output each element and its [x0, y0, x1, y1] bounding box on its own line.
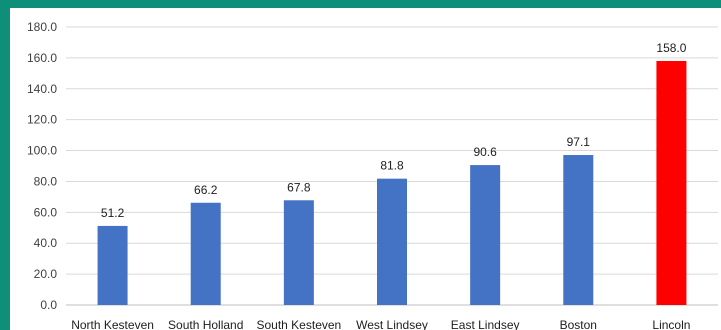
- y-tick-label: 140.0: [27, 82, 57, 96]
- data-label: 90.6: [473, 145, 497, 159]
- x-tick-label: South Kesteven: [256, 318, 341, 330]
- x-tick-label: North Kesteven: [71, 318, 154, 330]
- y-tick-label: 120.0: [27, 113, 57, 127]
- y-tick-label: 100.0: [27, 144, 57, 158]
- x-axis-labels: North Kesteven South Holland South Kesteve…: [71, 318, 690, 330]
- data-label: 97.1: [567, 135, 591, 149]
- bar: [563, 155, 594, 305]
- bar: [283, 200, 314, 305]
- x-tick-label: West Lindsey: [356, 318, 428, 330]
- bar: [97, 225, 128, 305]
- y-tick-label: 180.0: [27, 20, 57, 34]
- x-tick-label: South Holland: [168, 318, 243, 330]
- bar: [470, 165, 501, 305]
- bar: [190, 202, 221, 305]
- x-tick-label: Lincoln: [652, 318, 690, 330]
- x-tick-label: East Lindsey: [451, 318, 520, 330]
- y-tick-label: 80.0: [34, 174, 58, 188]
- y-tick-label: 20.0: [34, 267, 58, 281]
- y-tick-label: 40.0: [34, 236, 58, 250]
- bar-chart: 0.0 20.0 40.0 60.0 80.0 100.0 120.0 140.0 160.0 1…: [27, 20, 718, 330]
- bar: [656, 60, 687, 305]
- y-tick-label: 160.0: [27, 51, 57, 65]
- y-axis-ticks: 0.0 20.0 40.0 60.0 80.0 100.0 120.0 140.0 160.0 1…: [27, 20, 57, 312]
- bar: [377, 178, 407, 305]
- data-label: 81.8: [380, 159, 404, 173]
- y-tick-label: 0.0: [40, 298, 57, 312]
- data-label: 67.8: [287, 180, 311, 194]
- x-tick-label: Boston: [560, 318, 597, 330]
- chart-frame: 0.0 20.0 40.0 60.0 80.0 100.0 120.0 140.0 160.0 1…: [10, 8, 721, 330]
- data-labels: 51.2 66.2 67.8 81.8 90.6 97.1 158.0: [101, 41, 687, 220]
- data-label: 158.0: [656, 41, 686, 55]
- data-label: 51.2: [101, 206, 125, 220]
- data-label: 66.2: [194, 183, 218, 197]
- y-tick-label: 60.0: [34, 205, 58, 219]
- bars: [97, 60, 687, 305]
